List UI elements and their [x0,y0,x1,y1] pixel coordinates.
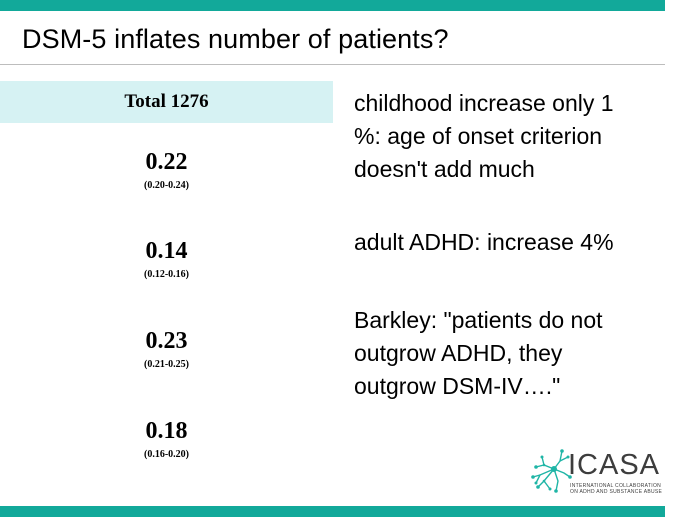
bullet-line: Barkley: "patients do not [354,307,603,333]
icasa-logo: ICASA INTERNATIONAL COLLABORATION ON ADH… [530,447,670,503]
neuron-network-icon [531,449,572,493]
bullet-line: outgrow DSM-IV…." [354,373,561,399]
logo-wordmark: ICASA [568,449,661,481]
bullet-childhood: childhood increase only 1 %: age of onse… [354,87,674,186]
table-row: 0.22 (0.20-0.24) [0,149,333,192]
logo-subtitle-line2: ON ADHD AND SUBSTANCE ABUSE [570,489,663,495]
confidence-interval: (0.21-0.25) [144,359,189,370]
top-accent-bar [0,0,665,11]
table-row: 0.14 (0.12-0.16) [0,238,333,281]
logo-subtitle-line1: INTERNATIONAL COLLABORATION [570,483,662,489]
bottom-accent-bar [0,506,665,517]
estimate-value: 0.14 [145,238,188,264]
bullet-line: childhood increase only 1 [354,90,614,116]
bullet-line: %: age of onset criterion [354,123,603,149]
estimate-value: 0.22 [145,149,188,175]
title-divider [0,64,665,65]
bullet-adult: adult ADHD: increase 4% [354,226,674,259]
estimate-value: 0.23 [145,328,188,354]
table-row: 0.18 (0.16-0.20) [0,418,333,461]
bullet-line: outgrow ADHD, they [354,340,563,366]
bullet-barkley: Barkley: "patients do not outgrow ADHD, … [354,304,674,403]
table-row: 0.23 (0.21-0.25) [0,328,333,371]
slide-title: DSM-5 inflates number of patients? [22,24,449,54]
confidence-interval: (0.12-0.16) [144,269,189,280]
bullet-line: adult ADHD: increase 4% [354,229,614,255]
confidence-interval: (0.16-0.20) [144,449,189,460]
estimate-value: 0.18 [145,418,188,444]
table-header: Total 1276 [0,81,333,123]
bullet-line: doesn't add much [354,156,535,182]
confidence-interval: (0.20-0.24) [144,180,189,191]
